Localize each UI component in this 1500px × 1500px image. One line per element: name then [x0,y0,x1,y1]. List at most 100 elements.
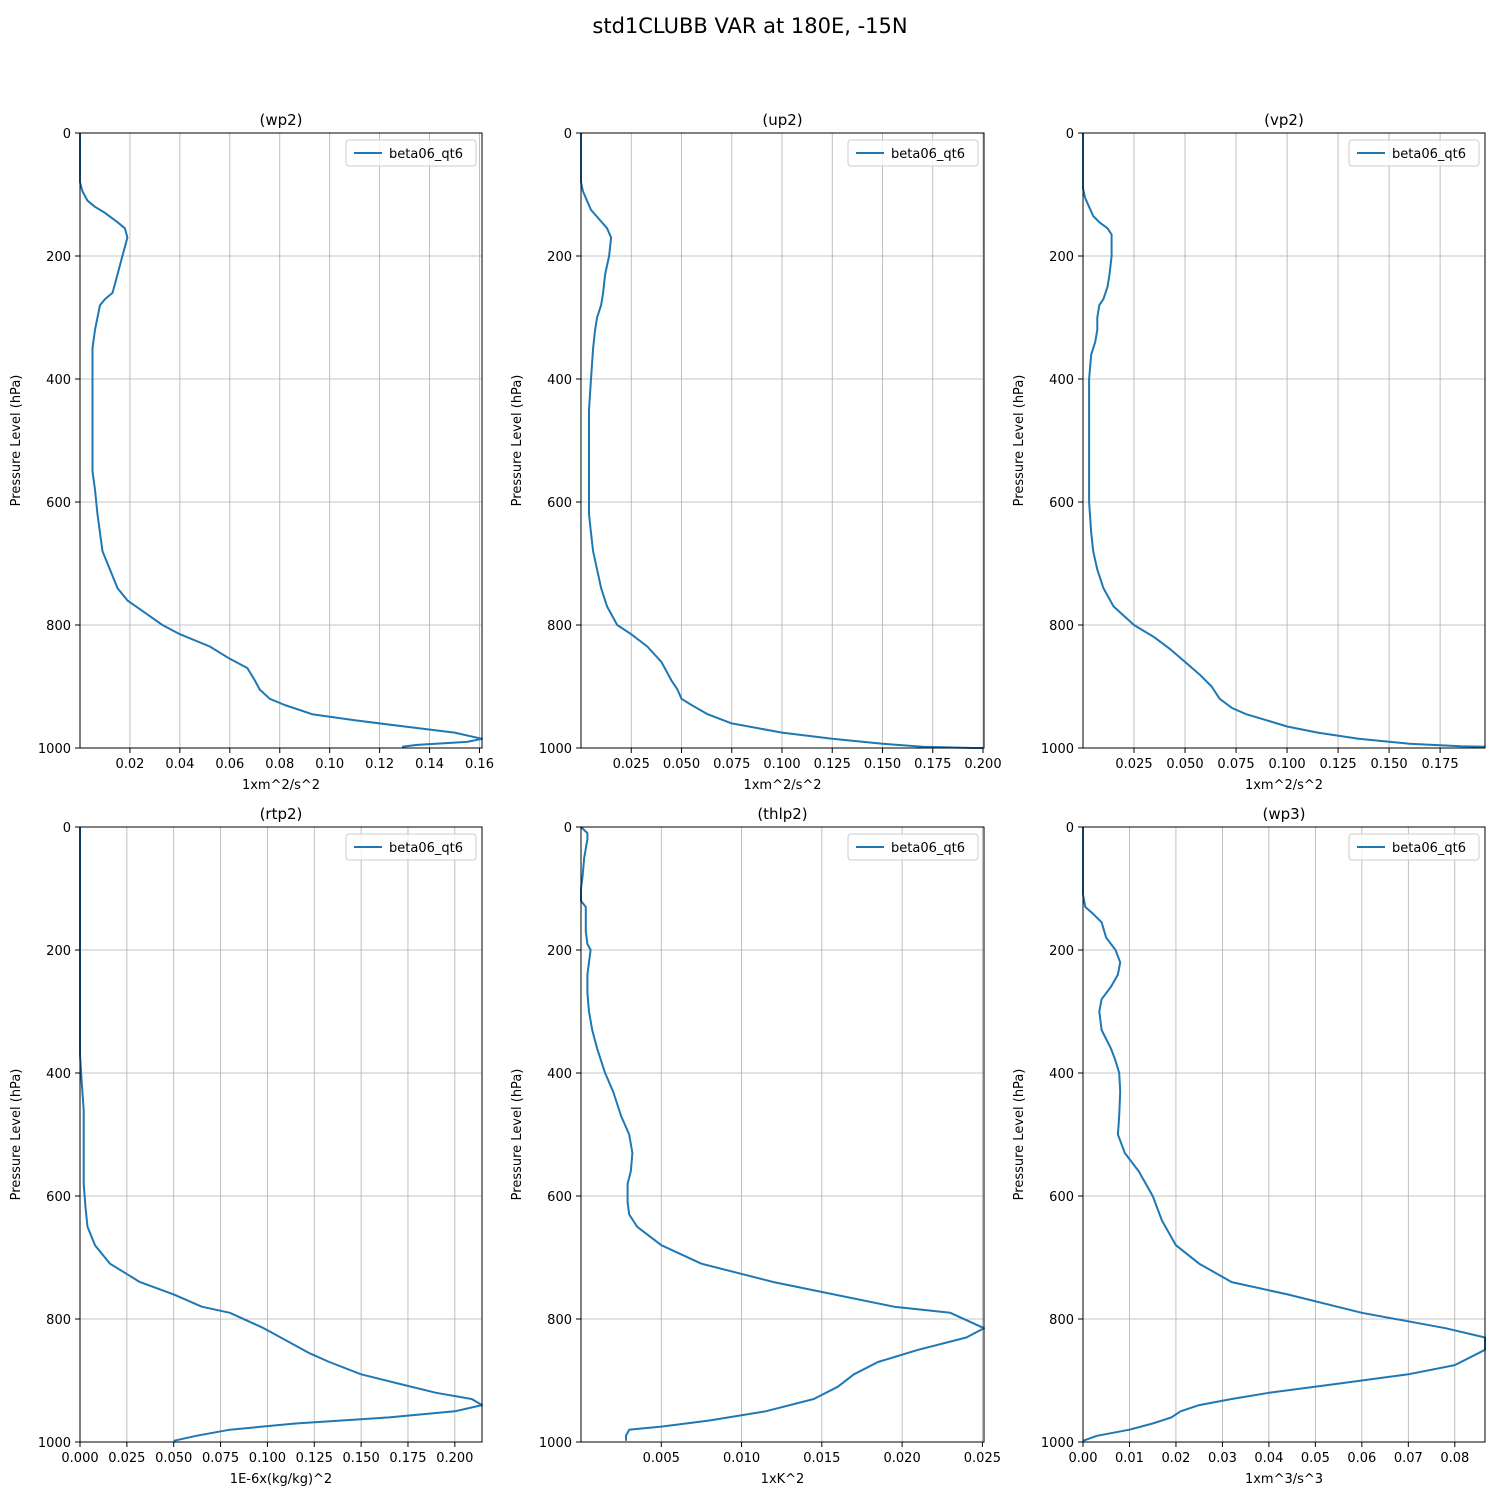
x-tick-label: 0.04 [1254,1451,1283,1466]
y-tick-label: 800 [1049,1313,1074,1328]
y-axis-label: Pressure Level (hPa) [1012,375,1027,507]
y-axis-label: Pressure Level (hPa) [510,375,525,507]
y-tick-label: 0 [564,127,572,142]
y-tick-label: 200 [1049,944,1074,959]
y-tick-label: 1000 [1041,742,1074,757]
series-line-beta06_qt6 [79,827,483,1442]
y-tick-label: 0 [1066,127,1074,142]
x-axis-label: 1xm^2/s^2 [1245,778,1323,793]
x-tick-label: 0.175 [1421,757,1458,772]
x-axis-label: 1xm^3/s^3 [1245,1472,1323,1487]
axes-frame [580,826,985,1443]
legend-box [847,139,979,167]
y-tick-label: 400 [547,373,572,388]
legend-label: beta06_qt6 [891,841,965,856]
y-tick-label: 0 [63,821,71,836]
x-tick-label: 0.100 [1268,757,1305,772]
series-line-beta06_qt6 [580,826,985,1441]
x-tick-label: 0.02 [1161,1451,1190,1466]
x-tick-label: 0.100 [763,757,800,772]
y-tick-label: 600 [1049,1190,1074,1205]
y-tick-label: 200 [1049,250,1074,265]
subplot-0: 0.02 0.04 0.06 0.08 0.10 0.12 0.14 0.16 0 200 400 6… [9,111,494,793]
x-tick-label: 0.12 [365,757,394,772]
x-tick-label: 0.050 [663,757,700,772]
y-tick-label: 1000 [1041,1436,1074,1451]
x-tick-label: 0.200 [436,1451,473,1466]
x-tick-label: 0.08 [1440,1451,1469,1466]
x-tick-label: 0.015 [803,1451,840,1466]
y-tick-label: 0 [564,821,572,836]
x-tick-label: 0.050 [1166,757,1203,772]
x-tick-label: 0.025 [613,757,650,772]
series-line-beta06_qt6 [79,133,483,748]
subplot-5: 0.00 0.01 0.02 0.03 0.04 0.05 0.06 0.07 0.08 0 200… [1012,805,1486,1487]
x-tick-label: 0.025 [964,1451,1001,1466]
legend-box [345,139,477,167]
y-tick-label: 600 [46,496,71,511]
legend-label: beta06_qt6 [389,147,463,162]
y-tick-label: 800 [46,1313,71,1328]
y-tick-label: 400 [1049,1067,1074,1082]
y-axis-label: Pressure Level (hPa) [9,375,24,507]
axes-frame [1082,132,1486,749]
x-tick-label: 0.14 [415,757,444,772]
x-tick-label: 0.16 [465,757,494,772]
legend: beta06_qt6 [1348,833,1480,861]
x-tick-label: 0.075 [202,1451,239,1466]
x-tick-label: 0.025 [108,1451,145,1466]
legend-label: beta06_qt6 [1392,841,1466,856]
figure-title: std1CLUBB VAR at 180E, -15N [592,14,908,38]
x-tick-label: 0.000 [61,1451,98,1466]
x-tick-label: 0.150 [864,757,901,772]
x-tick-label: 0.00 [1069,1451,1098,1466]
y-tick-label: 600 [46,1190,71,1205]
subplot-title: (thlp2) [757,805,807,823]
series-line-beta06_qt6 [1082,827,1486,1442]
legend-box [1348,139,1480,167]
y-tick-label: 1000 [539,1436,572,1451]
y-tick-label: 400 [46,373,71,388]
legend: beta06_qt6 [847,833,979,861]
legend-label: beta06_qt6 [1392,147,1466,162]
x-axis-label: 1E-6x(kg/kg)^2 [230,1472,332,1487]
axes-frame [580,132,985,749]
series-line-beta06_qt6 [580,133,983,749]
y-tick-label: 400 [1049,373,1074,388]
x-tick-label: 0.01 [1115,1451,1144,1466]
y-tick-label: 1000 [539,742,572,757]
subplot-title: (up2) [762,111,802,129]
legend: beta06_qt6 [847,139,979,167]
x-tick-label: 0.175 [914,757,951,772]
x-axis-label: 1xm^2/s^2 [743,778,821,793]
y-tick-label: 800 [547,1313,572,1328]
y-tick-label: 400 [547,1067,572,1082]
subplot-3: 0.000 0.025 0.050 0.075 0.100 0.125 0.150 0.175… [9,805,483,1487]
x-tick-label: 0.075 [1217,757,1254,772]
legend-box [345,833,477,861]
x-tick-label: 0.200 [964,757,1001,772]
x-tick-label: 0.04 [165,757,194,772]
subplot-title: (vp2) [1264,111,1304,129]
axes-frame [1082,826,1486,1443]
subplot-title: (wp2) [259,111,302,129]
legend-box [1348,833,1480,861]
x-tick-label: 0.08 [265,757,294,772]
subplot-4: 0.005 0.010 0.015 0.020 0.025 0 200 400 600 800 10… [510,805,1001,1487]
x-tick-label: 0.06 [1347,1451,1376,1466]
y-tick-label: 200 [547,250,572,265]
y-tick-label: 0 [63,127,71,142]
x-tick-label: 0.125 [1319,757,1356,772]
y-tick-label: 800 [46,619,71,634]
y-tick-label: 400 [46,1067,71,1082]
legend: beta06_qt6 [345,833,477,861]
y-tick-label: 800 [1049,619,1074,634]
x-tick-label: 0.05 [1301,1451,1330,1466]
legend-label: beta06_qt6 [389,841,463,856]
axes-frame [79,132,483,749]
y-tick-label: 200 [46,944,71,959]
x-tick-label: 0.125 [296,1451,333,1466]
x-tick-label: 0.07 [1394,1451,1423,1466]
x-tick-label: 0.06 [215,757,244,772]
